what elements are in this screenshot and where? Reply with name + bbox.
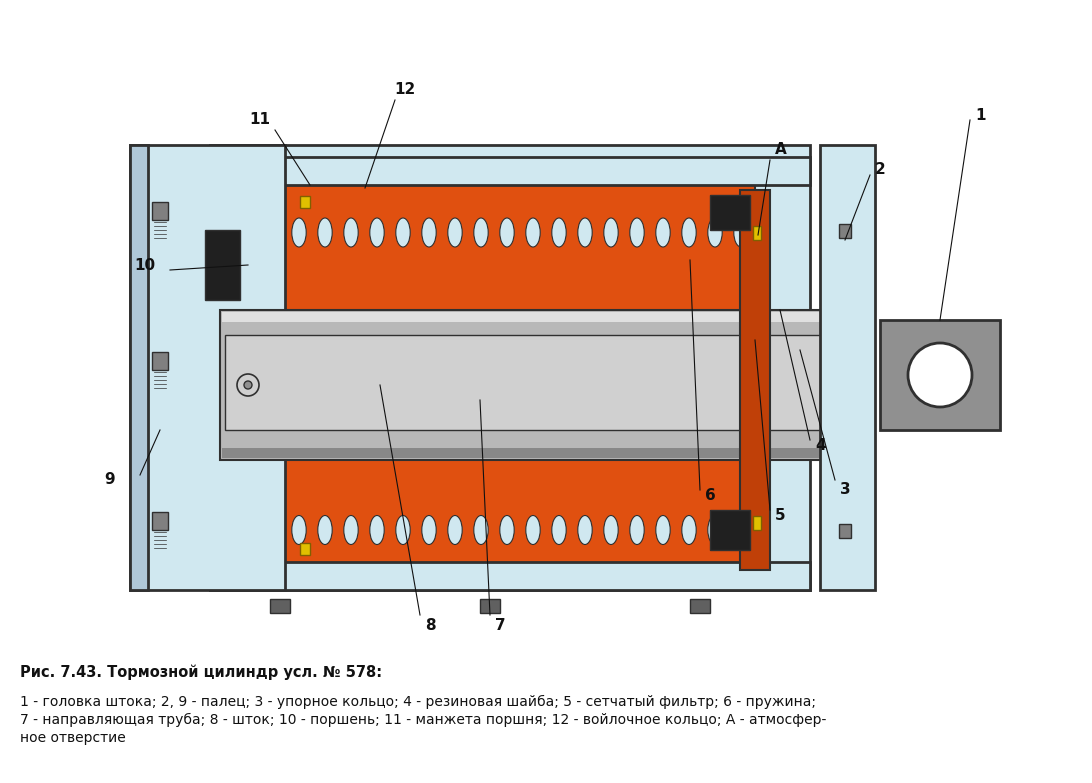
Bar [839, 524, 851, 538]
Ellipse shape [551, 515, 566, 544]
Ellipse shape [656, 218, 670, 247]
Ellipse shape [526, 515, 541, 544]
Bar [820, 145, 875, 590]
Ellipse shape [734, 218, 748, 247]
Ellipse shape [630, 515, 644, 544]
Text: 7: 7 [495, 618, 506, 633]
Ellipse shape [292, 218, 306, 247]
Ellipse shape [708, 218, 722, 247]
Ellipse shape [237, 374, 259, 396]
Ellipse shape [422, 218, 436, 247]
Ellipse shape [318, 218, 332, 247]
Bar [210, 145, 810, 590]
Ellipse shape [370, 218, 384, 247]
Ellipse shape [656, 515, 670, 544]
Ellipse shape [604, 515, 618, 544]
Ellipse shape [292, 515, 306, 544]
Ellipse shape [500, 218, 514, 247]
Ellipse shape [395, 515, 411, 544]
Ellipse shape [708, 515, 722, 544]
Ellipse shape [474, 218, 488, 247]
Text: Рис. 7.43. Тормозной цилиндр усл. № 578:: Рис. 7.43. Тормозной цилиндр усл. № 578: [20, 665, 382, 680]
Bar [130, 145, 285, 590]
Bar [152, 512, 168, 530]
Ellipse shape [448, 515, 462, 544]
Ellipse shape [448, 218, 462, 247]
Text: 10: 10 [134, 258, 155, 272]
Bar [152, 202, 168, 220]
Ellipse shape [578, 515, 592, 544]
Bar [880, 320, 1000, 430]
Ellipse shape [551, 218, 566, 247]
Text: 8: 8 [425, 618, 436, 633]
Ellipse shape [344, 515, 358, 544]
Ellipse shape [734, 515, 748, 544]
Ellipse shape [474, 515, 488, 544]
Ellipse shape [370, 515, 384, 544]
FancyBboxPatch shape [710, 195, 750, 230]
Ellipse shape [681, 218, 697, 247]
Bar [225, 335, 850, 430]
Bar [839, 224, 851, 238]
Text: 6: 6 [705, 488, 715, 503]
Bar [300, 196, 310, 208]
Ellipse shape [395, 218, 411, 247]
Ellipse shape [681, 515, 697, 544]
Text: А: А [775, 143, 786, 157]
Text: 1 - головка штока; 2, 9 - палец; 3 - упорное кольцо; 4 - резиновая шайба; 5 - се: 1 - головка штока; 2, 9 - палец; 3 - упо… [20, 695, 816, 709]
Text: 1: 1 [975, 107, 985, 122]
Bar [219, 310, 855, 460]
Ellipse shape [578, 218, 592, 247]
Ellipse shape [526, 218, 541, 247]
Bar [210, 562, 810, 590]
Bar [753, 226, 761, 240]
Ellipse shape [630, 218, 644, 247]
Bar [270, 599, 290, 613]
Bar [740, 190, 770, 570]
Text: 12: 12 [394, 82, 416, 98]
Bar [690, 599, 710, 613]
Bar [222, 312, 853, 322]
Bar [130, 145, 149, 590]
Bar [222, 448, 853, 458]
Ellipse shape [244, 381, 252, 389]
FancyBboxPatch shape [710, 510, 750, 550]
Bar [753, 516, 761, 530]
Text: 5: 5 [775, 507, 785, 522]
Ellipse shape [318, 515, 332, 544]
Text: 7 - направляющая труба; 8 - шток; 10 - поршень; 11 - манжета поршня; 12 - войлоч: 7 - направляющая труба; 8 - шток; 10 - п… [20, 713, 827, 727]
Bar [210, 157, 810, 185]
Bar [152, 352, 168, 370]
Bar [480, 599, 500, 613]
Ellipse shape [604, 218, 618, 247]
Text: 9: 9 [105, 472, 116, 488]
Text: 2: 2 [875, 163, 886, 178]
Text: 11: 11 [249, 113, 271, 128]
FancyBboxPatch shape [205, 230, 240, 300]
Ellipse shape [500, 515, 514, 544]
Ellipse shape [422, 515, 436, 544]
Bar [300, 543, 310, 555]
Text: 3: 3 [840, 482, 851, 497]
Ellipse shape [344, 218, 358, 247]
Text: 4: 4 [815, 438, 826, 453]
Bar [225, 180, 755, 570]
Circle shape [909, 343, 972, 407]
Text: ное отверстие: ное отверстие [20, 731, 126, 745]
